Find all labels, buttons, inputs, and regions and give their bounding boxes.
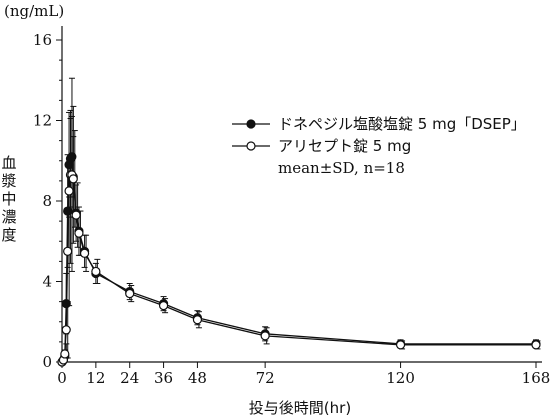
legend-entry: ドネペジル塩酸塩錠 5 mg「DSEP」	[278, 115, 526, 133]
y-tick-label: 12	[33, 112, 52, 130]
x-axis-label: 投与後時間(hr)	[249, 399, 351, 417]
series-line	[61, 154, 536, 363]
data-point-open	[158, 301, 169, 311]
data-point-open	[91, 266, 101, 277]
legend: ドネペジル塩酸塩錠 5 mg「DSEP」アリセプト錠 5 mg mean±SD, …	[232, 115, 526, 177]
legend-entry: アリセプト錠 5 mg	[278, 137, 411, 155]
legend-note: mean±SD, n=18	[278, 159, 405, 177]
legend-marker	[246, 119, 256, 129]
y-axis-label-char: 漿	[1, 172, 16, 190]
y-axis-label-char: 度	[1, 226, 16, 244]
x-tick-label: 120	[386, 369, 415, 387]
x-tick-label: 168	[522, 369, 550, 387]
x-tick-label: 12	[86, 369, 105, 387]
y-axis-label-char: 血	[1, 154, 16, 172]
data-point-open	[74, 228, 84, 238]
data-point-open	[79, 248, 90, 258]
y-axis-label-char: 濃	[1, 208, 16, 226]
data-point-open	[531, 340, 541, 350]
x-tick-label: 0	[57, 369, 67, 387]
data-point-open	[60, 349, 70, 359]
data-point-open	[63, 246, 73, 256]
series-line	[61, 174, 536, 363]
data-point-open	[260, 331, 270, 341]
data-point-open	[64, 186, 74, 196]
data-point-open	[125, 288, 135, 299]
y-axis-label-char: 中	[1, 190, 16, 208]
data-point-open	[192, 315, 203, 325]
y-unit-label: (ng/mL)	[4, 2, 64, 20]
y-tick-label: 8	[42, 192, 52, 210]
x-tick-label: 36	[154, 369, 173, 387]
y-tick-label: 4	[42, 273, 52, 291]
x-tick-label: 48	[188, 369, 207, 387]
data-point-open	[68, 174, 78, 184]
series-2	[57, 77, 541, 367]
data-point-open	[61, 325, 71, 335]
y-tick-label: 16	[33, 31, 52, 49]
data-point-open	[395, 340, 406, 350]
series-layer	[57, 77, 541, 367]
y-tick-label: 0	[42, 353, 52, 371]
x-tick-label: 24	[120, 369, 139, 387]
x-tick-label: 72	[256, 369, 275, 387]
data-point-open	[71, 210, 81, 220]
legend-marker	[246, 141, 256, 151]
